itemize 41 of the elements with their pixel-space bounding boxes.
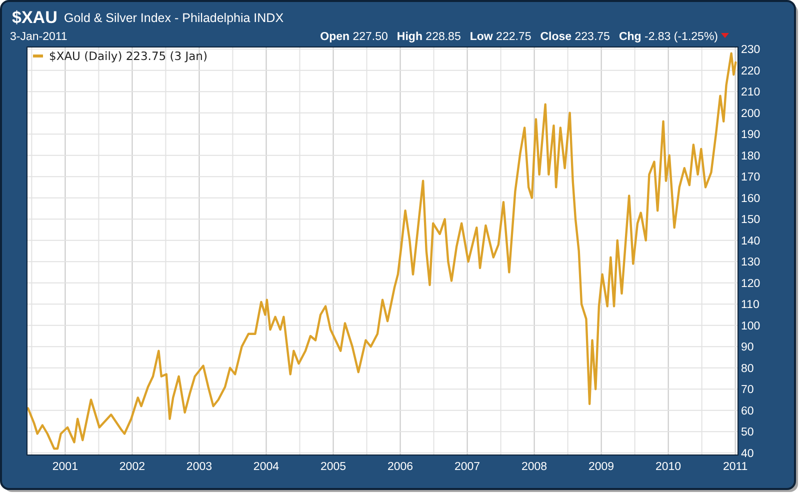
y-tick-label: 160 — [741, 192, 760, 205]
y-tick-label: 150 — [741, 214, 760, 226]
y-tick-label: 210 — [741, 86, 760, 99]
text: Open 227.50 — [320, 31, 388, 43]
legend-label: $XAU (Daily) 223.75 (3 Jan) — [49, 49, 208, 63]
x-tick-label: 2008 — [521, 461, 548, 473]
y-tick-label: 220 — [741, 65, 760, 78]
x-tick-label: 2005 — [320, 461, 346, 473]
text: Close 223.75 — [540, 31, 610, 43]
x-tick-label: 2002 — [119, 461, 146, 473]
chart-subtitle: Gold & Silver Index - Philadelphia INDX — [64, 11, 284, 25]
text: Low 222.75 — [470, 31, 532, 43]
text: 3-Jan-2011 — [10, 31, 68, 43]
y-tick-label: 120 — [741, 278, 760, 290]
y-tick-label: 170 — [741, 172, 760, 184]
y-tick-label: 70 — [741, 384, 754, 396]
x-tick-label: 2006 — [387, 461, 414, 473]
y-tick-label: 190 — [741, 129, 760, 142]
y-tick-label: 100 — [741, 320, 760, 332]
x-tick-label: 2003 — [186, 461, 212, 473]
x-tick-label: 2009 — [588, 461, 614, 473]
y-tick-label: 40 — [741, 448, 754, 460]
y-tick-label: 90 — [741, 342, 754, 354]
x-tick-label: 2010 — [656, 461, 682, 473]
y-tick-label: 80 — [741, 362, 754, 375]
x-tick-label: 2001 — [52, 461, 78, 473]
chart-title: $XAU — [12, 8, 58, 27]
y-tick-label: 230 — [741, 44, 760, 56]
y-tick-label: 110 — [741, 299, 760, 312]
line-series — [26, 52, 737, 450]
y-tick-label: 200 — [741, 108, 760, 120]
y-tick-label: 60 — [741, 405, 754, 418]
y-tick-label: 130 — [741, 256, 760, 269]
text: Chg -2.83 (-1.25%) — [618, 31, 718, 43]
y-tick-label: 140 — [741, 235, 760, 248]
y-tick-label: 180 — [741, 150, 760, 162]
y-tick-label: 50 — [741, 426, 754, 439]
text: High 228.85 — [396, 31, 461, 43]
x-tick-label: 2004 — [253, 461, 280, 473]
x-tick-label: 2011 — [722, 461, 748, 473]
x-tick-label: 2007 — [454, 461, 480, 473]
